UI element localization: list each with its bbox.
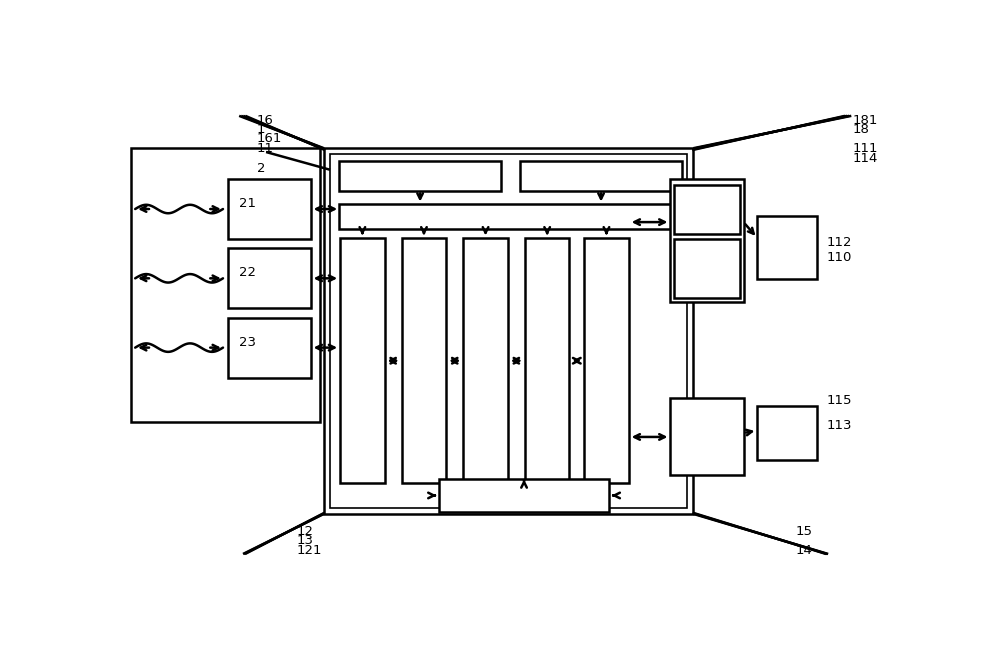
Text: 15: 15 xyxy=(796,525,813,538)
Text: 1: 1 xyxy=(257,123,265,136)
Bar xyxy=(228,248,311,309)
Text: 115: 115 xyxy=(827,395,852,408)
Text: 11: 11 xyxy=(257,142,274,155)
Text: 114: 114 xyxy=(853,152,878,165)
Text: 12: 12 xyxy=(297,525,314,538)
Bar xyxy=(330,154,687,508)
Text: 18: 18 xyxy=(853,123,870,136)
Bar xyxy=(670,179,744,302)
Text: 121: 121 xyxy=(297,544,322,557)
Text: 22: 22 xyxy=(239,266,256,279)
Text: 21: 21 xyxy=(239,197,256,210)
Bar xyxy=(674,185,740,234)
Bar xyxy=(402,238,446,483)
Bar xyxy=(520,161,682,191)
Text: 112: 112 xyxy=(827,236,852,249)
Text: 13: 13 xyxy=(297,534,314,547)
Bar xyxy=(757,406,817,460)
Text: 111: 111 xyxy=(853,142,878,155)
Bar xyxy=(131,148,320,422)
Bar xyxy=(228,318,311,378)
Text: 161: 161 xyxy=(257,132,282,145)
Text: 14: 14 xyxy=(796,544,813,557)
Bar xyxy=(757,216,817,279)
Bar xyxy=(439,479,609,512)
Bar xyxy=(339,204,682,229)
Text: 181: 181 xyxy=(853,114,878,127)
Bar xyxy=(525,238,569,483)
Text: 110: 110 xyxy=(827,251,852,264)
Text: 16: 16 xyxy=(257,114,274,127)
Bar xyxy=(339,161,501,191)
Bar xyxy=(324,148,693,514)
Bar xyxy=(670,398,744,475)
Bar xyxy=(340,238,385,483)
Bar xyxy=(228,179,311,239)
Text: 2: 2 xyxy=(257,161,265,174)
Bar xyxy=(674,239,740,298)
Bar xyxy=(584,238,629,483)
Bar xyxy=(463,238,508,483)
Text: 23: 23 xyxy=(239,336,256,349)
Text: 113: 113 xyxy=(827,419,852,432)
